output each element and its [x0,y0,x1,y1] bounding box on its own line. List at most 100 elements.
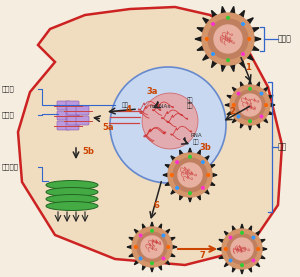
Circle shape [141,236,163,258]
Polygon shape [168,237,175,242]
Circle shape [178,163,202,187]
Polygon shape [18,7,282,265]
Circle shape [257,248,260,250]
Circle shape [248,38,250,40]
Polygon shape [261,116,268,123]
Circle shape [167,246,169,248]
Circle shape [202,13,254,65]
Polygon shape [227,110,234,115]
Circle shape [173,158,207,192]
Circle shape [208,19,248,59]
Text: 5a: 5a [102,122,114,132]
Polygon shape [237,58,244,68]
Polygon shape [202,156,209,163]
Circle shape [137,232,167,262]
Polygon shape [255,82,260,89]
Circle shape [249,120,251,122]
Text: RNA
复制: RNA 复制 [190,133,202,145]
FancyBboxPatch shape [76,106,89,115]
Circle shape [202,161,204,163]
Polygon shape [171,187,178,194]
Circle shape [235,90,265,120]
Polygon shape [202,187,209,194]
Text: 核糖体: 核糖体 [2,112,15,118]
Circle shape [239,94,261,116]
Circle shape [202,187,204,189]
Text: 3b: 3b [199,142,211,152]
FancyBboxPatch shape [66,121,79,130]
Polygon shape [212,11,219,20]
Polygon shape [163,258,170,265]
Polygon shape [249,28,259,34]
Text: 病毒体: 病毒体 [278,35,292,43]
Circle shape [189,155,191,158]
Polygon shape [229,62,235,71]
Polygon shape [180,150,184,158]
Polygon shape [203,52,212,60]
Polygon shape [188,195,192,202]
Polygon shape [224,231,231,238]
Circle shape [212,23,214,25]
Text: 高尔基体: 高尔基体 [2,164,19,170]
Circle shape [207,174,209,176]
FancyBboxPatch shape [57,111,70,120]
Polygon shape [207,180,215,185]
Polygon shape [219,239,226,244]
Text: 5b: 5b [82,147,94,157]
Polygon shape [129,252,136,257]
Circle shape [162,234,165,237]
Polygon shape [232,265,237,272]
Polygon shape [240,224,244,231]
Circle shape [249,88,251,90]
Polygon shape [150,265,154,272]
Polygon shape [247,265,252,272]
Circle shape [151,230,153,232]
Polygon shape [150,222,154,229]
Polygon shape [195,150,200,158]
Circle shape [132,227,172,267]
Polygon shape [142,263,147,270]
Polygon shape [240,267,244,274]
Polygon shape [232,116,239,123]
Circle shape [241,264,243,266]
Circle shape [232,104,235,106]
Polygon shape [221,62,227,71]
Polygon shape [240,121,245,128]
FancyBboxPatch shape [67,116,80,125]
Polygon shape [165,165,172,170]
Polygon shape [212,58,219,68]
Circle shape [222,229,262,269]
Text: 4: 4 [125,104,131,114]
Text: 6: 6 [153,201,159,209]
FancyBboxPatch shape [57,101,70,110]
Circle shape [242,53,244,55]
Polygon shape [157,224,162,231]
Text: 翻译: 翻译 [122,102,128,108]
Circle shape [212,53,214,55]
Polygon shape [163,229,170,236]
Ellipse shape [46,181,98,189]
Polygon shape [240,82,245,89]
Polygon shape [197,44,207,50]
Polygon shape [227,96,234,100]
Polygon shape [266,96,273,100]
Polygon shape [217,247,224,251]
Circle shape [189,192,191,194]
Circle shape [252,259,255,262]
Circle shape [229,236,232,239]
Circle shape [242,23,244,25]
Polygon shape [142,224,147,231]
Text: 1: 1 [245,63,251,71]
Circle shape [134,246,137,248]
FancyBboxPatch shape [67,106,80,115]
Polygon shape [247,226,252,233]
Circle shape [139,234,142,237]
Circle shape [162,257,165,260]
Circle shape [168,153,212,197]
Text: 3a: 3a [146,88,158,96]
Polygon shape [168,252,175,257]
FancyBboxPatch shape [66,111,79,120]
Polygon shape [260,247,267,251]
Polygon shape [170,245,177,249]
Polygon shape [244,18,253,26]
